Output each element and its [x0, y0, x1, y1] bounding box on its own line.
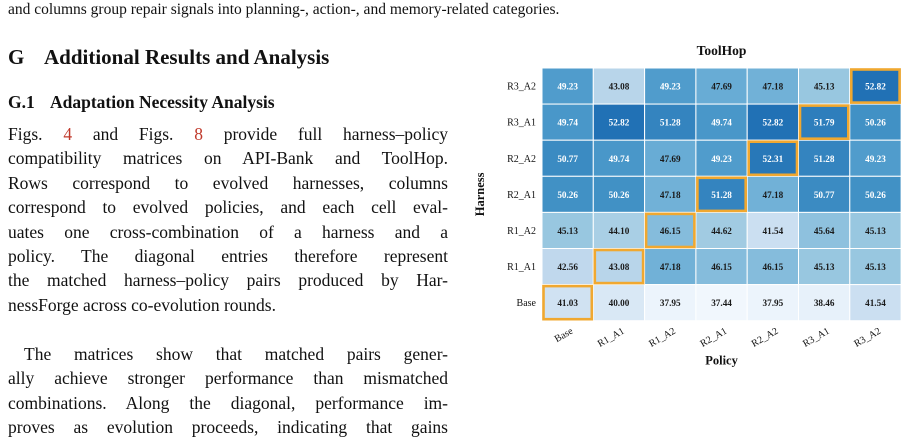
section-heading: G Additional Results and Analysis [8, 45, 329, 70]
cell-value-label: 47.18 [763, 190, 784, 200]
x-tick-label: R2_A2 [750, 326, 781, 350]
cell-value-label: 49.23 [865, 154, 886, 164]
x-tick-label: R3_A1 [801, 326, 832, 350]
cell-value-label: 47.69 [660, 154, 681, 164]
cell-value-label: 46.15 [711, 262, 732, 272]
subsection-heading: G.1 Adaptation Necessity Analysis [8, 92, 275, 113]
paragraph-line: ally achieve stronger performance than m… [8, 366, 448, 390]
paragraph-1: Figs. 4 and Figs. 8 provide full harness… [8, 122, 448, 317]
cell-value-label: 51.28 [814, 154, 835, 164]
paragraph-line: Figs. 4 and Figs. 8 provide full harness… [8, 122, 448, 146]
y-axis-label: Harness [473, 172, 487, 216]
cell-value-label: 50.26 [865, 190, 886, 200]
y-tick-label: R1_A2 [507, 226, 536, 237]
cell-value-label: 47.18 [763, 82, 784, 92]
cell-value-label: 49.74 [609, 154, 630, 164]
paragraph-line: proves as evolution proceeds, indicating… [8, 415, 448, 439]
cell-value-label: 45.13 [814, 262, 835, 272]
subsection-number: G.1 [8, 92, 50, 113]
cell-value-label: 41.03 [557, 298, 578, 308]
cell-value-label: 38.46 [814, 298, 835, 308]
cell-value-label: 52.82 [763, 118, 784, 128]
cell-value-label: 52.82 [609, 118, 630, 128]
cell-value-label: 49.23 [660, 82, 681, 92]
cell-value-label: 45.13 [865, 262, 886, 272]
cell-value-label: 43.08 [609, 262, 630, 272]
chart-title: ToolHop [697, 43, 747, 58]
cell-value-label: 50.77 [814, 190, 835, 200]
cell-value-label: 41.54 [763, 226, 784, 236]
heatmap-figure: ToolHop 49.23 43.08 49.23 47.69 47.18 45.13 52.… [470, 38, 905, 428]
paragraph-line: uates one cross-combination of a harness… [8, 220, 448, 244]
cell-value-label: 43.08 [609, 82, 630, 92]
cell-value-label: 51.28 [711, 190, 732, 200]
y-tick-label: R3_A1 [507, 118, 536, 129]
section-title: Additional Results and Analysis [44, 45, 329, 69]
cell-value-label: 45.64 [814, 226, 835, 236]
y-tick-label: R3_A2 [507, 82, 536, 93]
cell-value-label: 42.56 [557, 262, 578, 272]
cell-value-label: 47.18 [660, 190, 681, 200]
figure-caption-tail: and columns group repair signals into pl… [8, 0, 908, 20]
section-number: G [8, 45, 44, 70]
cell-value-label: 47.69 [711, 82, 732, 92]
cell-value-label: 40.00 [609, 298, 630, 308]
cell-value-label: 44.10 [609, 226, 630, 236]
paragraph-line: correspond to evolved policies, and each… [8, 195, 448, 219]
cell-value-label: 50.26 [609, 190, 630, 200]
cell-value-label: 49.74 [557, 118, 578, 128]
cell-value-label: 37.95 [660, 298, 681, 308]
cell-value-label: 50.26 [865, 118, 886, 128]
cell-value-label: 51.28 [660, 118, 681, 128]
y-tick-label: R1_A1 [507, 262, 536, 273]
paragraph-line: policy. The diagonal entries therefore r… [8, 244, 448, 268]
cell-value-label: 45.13 [557, 226, 578, 236]
x-tick-label: R1_A2 [647, 326, 678, 350]
x-axis-label: Policy [705, 354, 738, 368]
cell-value-label: 50.77 [557, 154, 578, 164]
paragraph-line: nessForge across co-evolution rounds. [8, 293, 448, 317]
y-tick-label: Base [517, 298, 537, 309]
cell-value-label: 45.13 [865, 226, 886, 236]
x-tick-label: R3_A2 [852, 326, 883, 350]
paragraph-line: compatibility matrices on API-Bank and T… [8, 146, 448, 170]
x-tick-label: R1_A1 [596, 326, 627, 350]
cell-value-label: 47.18 [660, 262, 681, 272]
paragraph-line: Rows correspond to evolved harnesses, co… [8, 171, 448, 195]
cell-value-label: 46.15 [763, 262, 784, 272]
cell-value-label: 45.13 [814, 82, 835, 92]
x-tick-label: R2_A1 [699, 326, 730, 350]
paragraph-line: the matched harness–policy pairs produce… [8, 268, 448, 292]
cell-value-label: 49.74 [711, 118, 732, 128]
x-tick-label: Base [553, 325, 576, 345]
cell-value-label: 49.23 [557, 82, 578, 92]
paragraph-2: The matrices show that matched pairs gen… [8, 342, 448, 440]
cell-value-label: 37.95 [763, 298, 784, 308]
cell-value-label: 37.44 [711, 298, 732, 308]
figure-ref-link[interactable]: 4 [63, 124, 72, 144]
cell-value-label: 46.15 [660, 226, 681, 236]
subsection-title: Adaptation Necessity Analysis [50, 92, 275, 112]
cell-value-label: 49.23 [711, 154, 732, 164]
figure-ref-link[interactable]: 8 [194, 124, 203, 144]
cell-value-label: 44.62 [711, 226, 732, 236]
cell-value-label: 52.82 [865, 82, 886, 92]
cell-value-label: 50.26 [557, 190, 578, 200]
y-tick-label: R2_A2 [507, 154, 536, 165]
y-tick-label: R2_A1 [507, 190, 536, 201]
cell-value-label: 51.79 [814, 118, 835, 128]
cell-value-label: 41.54 [865, 298, 886, 308]
cell-value-label: 52.31 [763, 154, 784, 164]
paragraph-line: The matrices show that matched pairs gen… [8, 342, 448, 366]
paragraph-line: combinations. Along the diagonal, perfor… [8, 391, 448, 415]
